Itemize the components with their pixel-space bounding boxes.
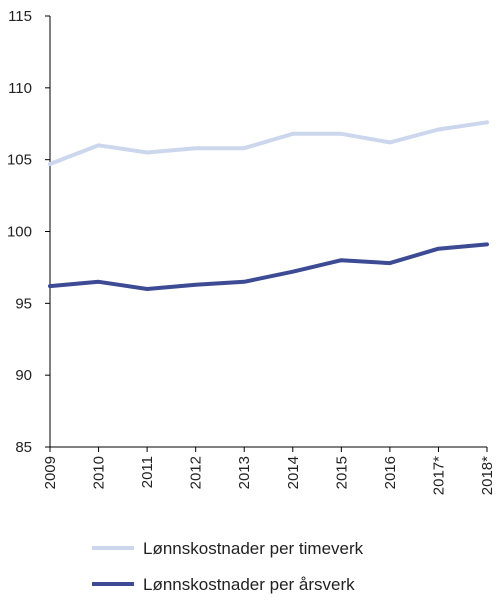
series-line-2 [48, 242, 489, 291]
y-tick-label: 95 [15, 295, 32, 312]
series-lines [48, 120, 489, 291]
x-tick-label: 2016 [382, 456, 399, 489]
y-tick-label: 90 [15, 367, 32, 384]
x-tick-label: 2012 [188, 456, 205, 489]
y-tick-label: 105 [7, 152, 32, 169]
axes [49, 16, 487, 448]
x-tick-label: 2014 [285, 456, 302, 489]
y-tick-label: 115 [8, 8, 32, 25]
y-tick-label: 110 [8, 80, 32, 97]
legend-label: Lønnskostnader per årsverk [143, 575, 355, 594]
x-tick-label: 2010 [91, 456, 108, 489]
y-tick-label: 85 [15, 439, 32, 456]
series-line-1 [48, 120, 489, 166]
x-tick-label: 2017* [430, 456, 447, 495]
x-tick-label: 2018* [479, 456, 496, 495]
x-tick-label: 2011 [139, 456, 156, 488]
x-tick-label: 2013 [236, 456, 253, 489]
y-axis-ticks: 85 90 95 100 105 110 115 [7, 8, 50, 456]
legend: Lønnskostnader per timeverk Lønnskostnade… [92, 539, 364, 594]
x-axis-ticks: 2009 2010 2011 2012 2013 2014 2015 2016 2017* 201… [42, 447, 496, 495]
x-tick-label: 2009 [42, 456, 59, 489]
x-tick-label: 2015 [333, 456, 350, 489]
legend-label: Lønnskostnader per timeverk [143, 539, 364, 558]
y-tick-label: 100 [7, 224, 32, 241]
